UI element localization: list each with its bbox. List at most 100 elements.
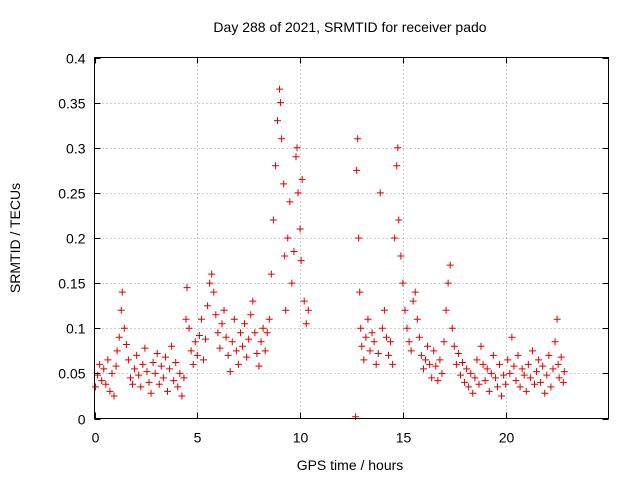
data-point: [360, 356, 368, 364]
data-point: [487, 369, 495, 377]
data-point: [210, 288, 218, 296]
data-point: [297, 257, 305, 265]
data-point: [409, 297, 417, 305]
data-point: [459, 359, 467, 367]
data-point: [387, 338, 395, 346]
data-point: [541, 389, 549, 397]
data-point: [415, 333, 423, 341]
data-point: [276, 85, 284, 93]
data-point: [222, 333, 230, 341]
data-point: [551, 338, 559, 346]
data-point: [356, 288, 364, 296]
data-points: [92, 85, 568, 421]
data-point: [110, 392, 118, 400]
data-point: [278, 135, 286, 143]
data-point: [504, 356, 512, 364]
data-point: [228, 338, 236, 346]
data-point: [368, 329, 376, 337]
data-point: [253, 350, 261, 358]
data-point: [280, 180, 288, 188]
data-point: [485, 387, 493, 395]
y-tick-label: 0: [78, 412, 86, 428]
data-point: [273, 117, 281, 125]
data-point: [282, 306, 290, 314]
data-point: [249, 297, 257, 305]
data-point: [133, 351, 141, 359]
data-point: [129, 380, 137, 388]
data-point: [555, 374, 563, 382]
data-point: [298, 175, 306, 183]
data-point: [539, 362, 547, 370]
y-tick-label: 0.3: [66, 141, 86, 157]
data-point: [271, 162, 279, 170]
y-axis-label: SRMTID / TECUs: [7, 183, 23, 293]
data-point: [353, 166, 361, 174]
data-point: [153, 350, 161, 358]
data-point: [352, 413, 360, 421]
data-point: [378, 324, 386, 332]
data-point: [100, 365, 108, 373]
data-point: [145, 378, 153, 386]
data-point: [382, 333, 390, 341]
data-point: [467, 369, 475, 377]
data-point: [385, 351, 393, 359]
data-point: [104, 356, 112, 364]
data-point: [493, 383, 501, 391]
data-point: [512, 377, 520, 385]
data-point: [292, 153, 300, 161]
y-tick-label: 0.15: [58, 276, 85, 292]
data-point: [357, 324, 365, 332]
data-point: [155, 380, 163, 388]
data-point: [489, 351, 497, 359]
data-point: [265, 315, 273, 323]
data-point: [120, 324, 128, 332]
data-point: [251, 329, 259, 337]
data-point: [126, 374, 134, 382]
data-point: [106, 387, 114, 395]
data-point: [528, 347, 536, 355]
data-point: [257, 338, 265, 346]
data-point: [516, 383, 524, 391]
y-tick-label: 0.2: [66, 231, 86, 247]
data-point: [403, 324, 411, 332]
data-point: [469, 389, 477, 397]
data-point: [419, 365, 427, 373]
data-point: [139, 360, 147, 368]
data-point: [520, 371, 528, 379]
data-point: [174, 383, 182, 391]
data-point: [141, 344, 149, 352]
data-point: [284, 234, 292, 242]
data-point: [481, 377, 489, 385]
data-point: [465, 383, 473, 391]
data-point: [364, 315, 372, 323]
data-point: [413, 315, 421, 323]
data-point: [448, 324, 456, 332]
data-point: [293, 144, 301, 152]
data-point: [491, 374, 499, 382]
data-point: [230, 315, 238, 323]
data-point: [524, 360, 532, 368]
data-point: [401, 306, 409, 314]
data-point: [96, 360, 104, 368]
data-point: [438, 369, 446, 377]
data-point: [450, 342, 458, 350]
data-point: [281, 252, 289, 260]
data-point: [137, 383, 145, 391]
data-point: [502, 380, 510, 388]
data-point: [440, 338, 448, 346]
data-point: [131, 365, 139, 373]
data-point: [189, 360, 197, 368]
x-tick-label: 10: [293, 430, 309, 446]
data-point: [422, 356, 430, 364]
x-tick-label: 15: [396, 430, 412, 446]
data-point: [112, 362, 120, 370]
data-point: [426, 360, 434, 368]
data-point: [180, 374, 188, 382]
data-point: [185, 324, 193, 332]
data-point: [157, 362, 165, 370]
data-point: [506, 369, 514, 377]
data-point: [554, 360, 562, 368]
data-point: [374, 350, 382, 358]
data-point: [553, 315, 561, 323]
